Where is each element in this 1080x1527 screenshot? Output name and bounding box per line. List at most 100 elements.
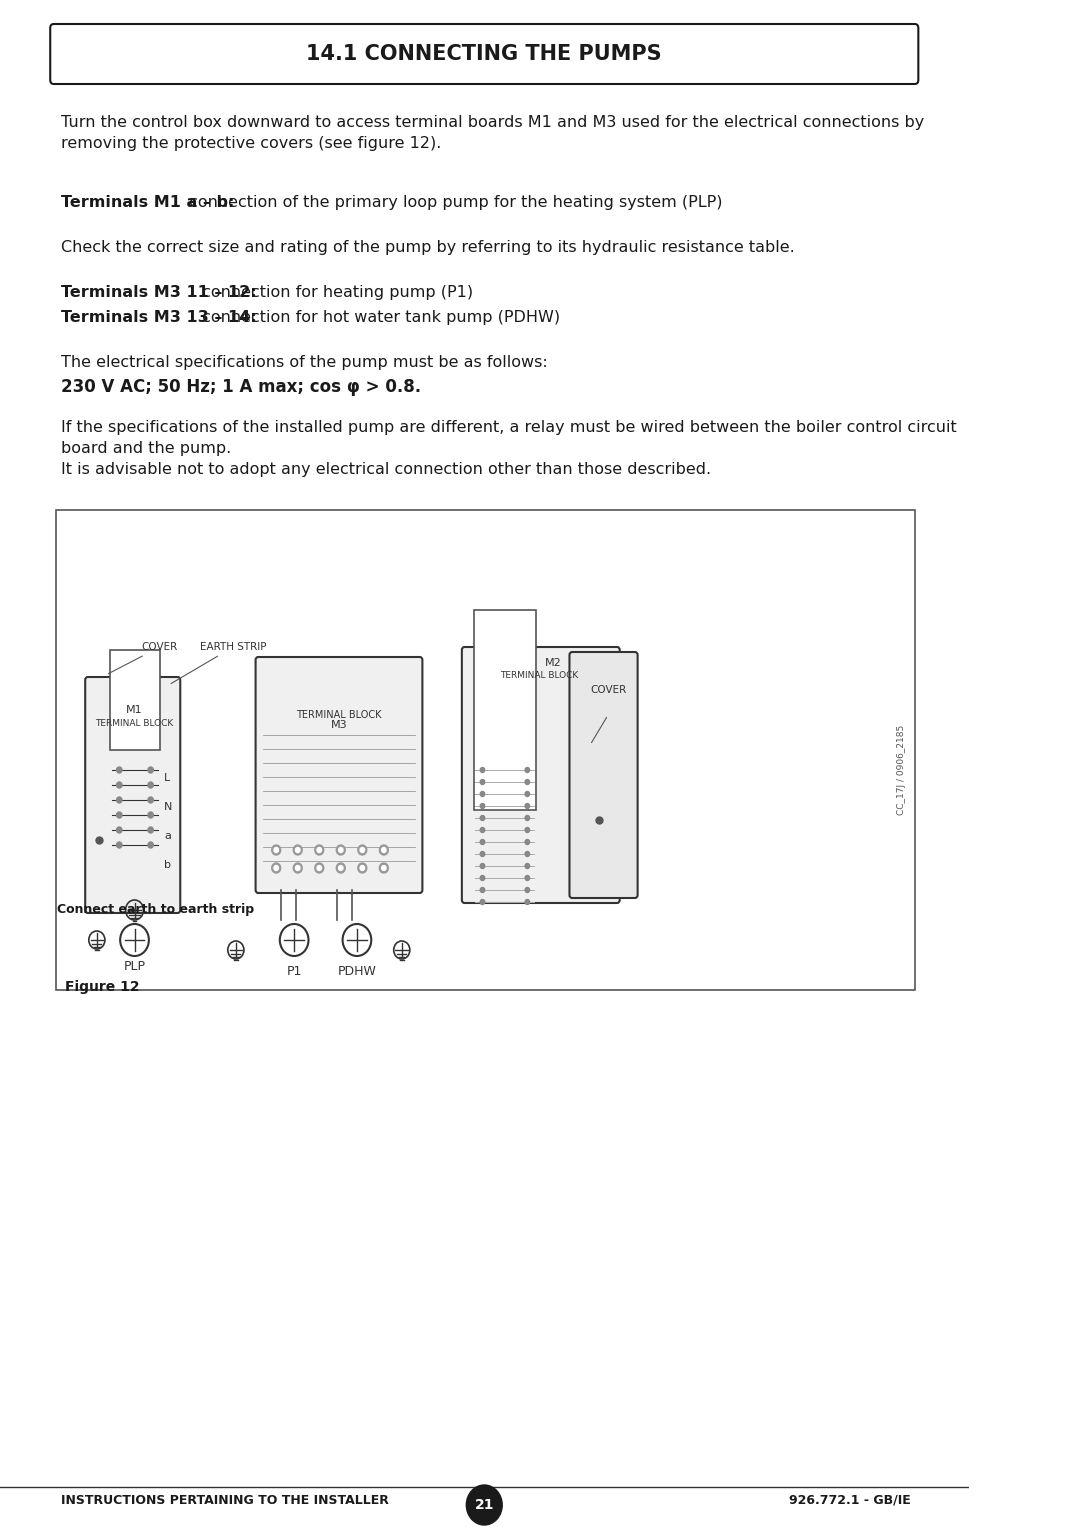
Circle shape (525, 852, 529, 857)
Circle shape (481, 863, 485, 869)
Circle shape (148, 812, 153, 818)
Circle shape (117, 841, 122, 847)
Text: PDHW: PDHW (337, 965, 376, 977)
Text: P1: P1 (286, 965, 301, 977)
Text: 230 V AC; 50 Hz; 1 A max; cos φ > 0.8.: 230 V AC; 50 Hz; 1 A max; cos φ > 0.8. (60, 379, 421, 395)
Circle shape (525, 887, 529, 892)
Circle shape (481, 899, 485, 904)
Circle shape (481, 852, 485, 857)
Circle shape (481, 840, 485, 844)
FancyBboxPatch shape (256, 657, 422, 893)
Text: L: L (164, 773, 171, 783)
Text: M1: M1 (126, 705, 143, 715)
Circle shape (336, 844, 346, 855)
Text: connection for hot water tank pump (PDHW): connection for hot water tank pump (PDHW… (197, 310, 559, 325)
Circle shape (318, 866, 322, 870)
Circle shape (148, 782, 153, 788)
Circle shape (525, 815, 529, 820)
Circle shape (294, 844, 302, 855)
FancyBboxPatch shape (569, 652, 637, 898)
Circle shape (296, 847, 300, 852)
Text: PLP: PLP (123, 960, 146, 973)
Text: Turn the control box downward to access terminal boards M1 and M3 used for the e: Turn the control box downward to access … (60, 115, 924, 151)
FancyBboxPatch shape (85, 676, 180, 913)
Circle shape (336, 863, 346, 873)
Text: b: b (164, 860, 171, 870)
Circle shape (148, 841, 153, 847)
Text: CC_17J / 0906_2185: CC_17J / 0906_2185 (896, 725, 906, 815)
FancyBboxPatch shape (473, 609, 537, 809)
Circle shape (148, 797, 153, 803)
Circle shape (481, 875, 485, 881)
Circle shape (381, 866, 386, 870)
Circle shape (525, 875, 529, 881)
Circle shape (274, 866, 279, 870)
Circle shape (525, 840, 529, 844)
Circle shape (379, 863, 389, 873)
Circle shape (294, 863, 302, 873)
Circle shape (360, 847, 365, 852)
Circle shape (525, 768, 529, 773)
Circle shape (379, 844, 389, 855)
Circle shape (467, 1484, 502, 1525)
Circle shape (117, 782, 122, 788)
Circle shape (525, 803, 529, 808)
FancyBboxPatch shape (51, 24, 918, 84)
Circle shape (525, 899, 529, 904)
Circle shape (525, 779, 529, 785)
Circle shape (481, 815, 485, 820)
FancyBboxPatch shape (110, 651, 160, 750)
Circle shape (338, 847, 343, 852)
Circle shape (148, 828, 153, 834)
Circle shape (360, 866, 365, 870)
Circle shape (272, 863, 281, 873)
Text: a: a (164, 831, 171, 841)
Circle shape (481, 779, 485, 785)
Text: 14.1 CONNECTING THE PUMPS: 14.1 CONNECTING THE PUMPS (307, 44, 662, 64)
Circle shape (117, 767, 122, 773)
Circle shape (525, 791, 529, 797)
Circle shape (525, 863, 529, 869)
Text: connection of the primary loop pump for the heating system (PLP): connection of the primary loop pump for … (184, 195, 723, 211)
Circle shape (481, 768, 485, 773)
Text: M3: M3 (330, 721, 348, 730)
Text: Connect earth to earth strip: Connect earth to earth strip (57, 904, 255, 916)
Text: Figure 12: Figure 12 (66, 980, 140, 994)
Circle shape (117, 797, 122, 803)
Text: 926.772.1 - GB/IE: 926.772.1 - GB/IE (788, 1493, 910, 1507)
Text: TERMINAL BLOCK: TERMINAL BLOCK (500, 670, 579, 680)
Circle shape (274, 847, 279, 852)
Text: TERMINAL BLOCK: TERMINAL BLOCK (95, 719, 174, 728)
Text: M2: M2 (545, 658, 562, 667)
Circle shape (314, 844, 324, 855)
Circle shape (357, 863, 367, 873)
Circle shape (272, 844, 281, 855)
Text: 21: 21 (474, 1498, 494, 1512)
Text: connection for heating pump (P1): connection for heating pump (P1) (197, 286, 473, 299)
Circle shape (481, 803, 485, 808)
Circle shape (296, 866, 300, 870)
Circle shape (318, 847, 322, 852)
Text: If the specifications of the installed pump are different, a relay must be wired: If the specifications of the installed p… (60, 420, 957, 476)
Circle shape (381, 847, 386, 852)
Text: Terminals M3 13 – 14:: Terminals M3 13 – 14: (60, 310, 257, 325)
Text: Check the correct size and rating of the pump by referring to its hydraulic resi: Check the correct size and rating of the… (60, 240, 795, 255)
Circle shape (481, 828, 485, 832)
Circle shape (481, 887, 485, 892)
Circle shape (338, 866, 343, 870)
FancyBboxPatch shape (462, 647, 620, 902)
Circle shape (117, 812, 122, 818)
Text: INSTRUCTIONS PERTAINING TO THE INSTALLER: INSTRUCTIONS PERTAINING TO THE INSTALLER (60, 1493, 389, 1507)
Circle shape (357, 844, 367, 855)
Circle shape (525, 828, 529, 832)
Circle shape (481, 791, 485, 797)
Circle shape (314, 863, 324, 873)
Text: Terminals M3 11 – 12:: Terminals M3 11 – 12: (60, 286, 257, 299)
Text: COVER: COVER (108, 641, 178, 673)
Text: The electrical specifications of the pump must be as follows:: The electrical specifications of the pum… (60, 354, 548, 370)
Circle shape (148, 767, 153, 773)
Text: EARTH STRIP: EARTH STRIP (171, 641, 267, 684)
Text: COVER: COVER (590, 686, 626, 695)
Text: TERMINAL BLOCK: TERMINAL BLOCK (296, 710, 381, 721)
Text: N: N (164, 802, 173, 812)
